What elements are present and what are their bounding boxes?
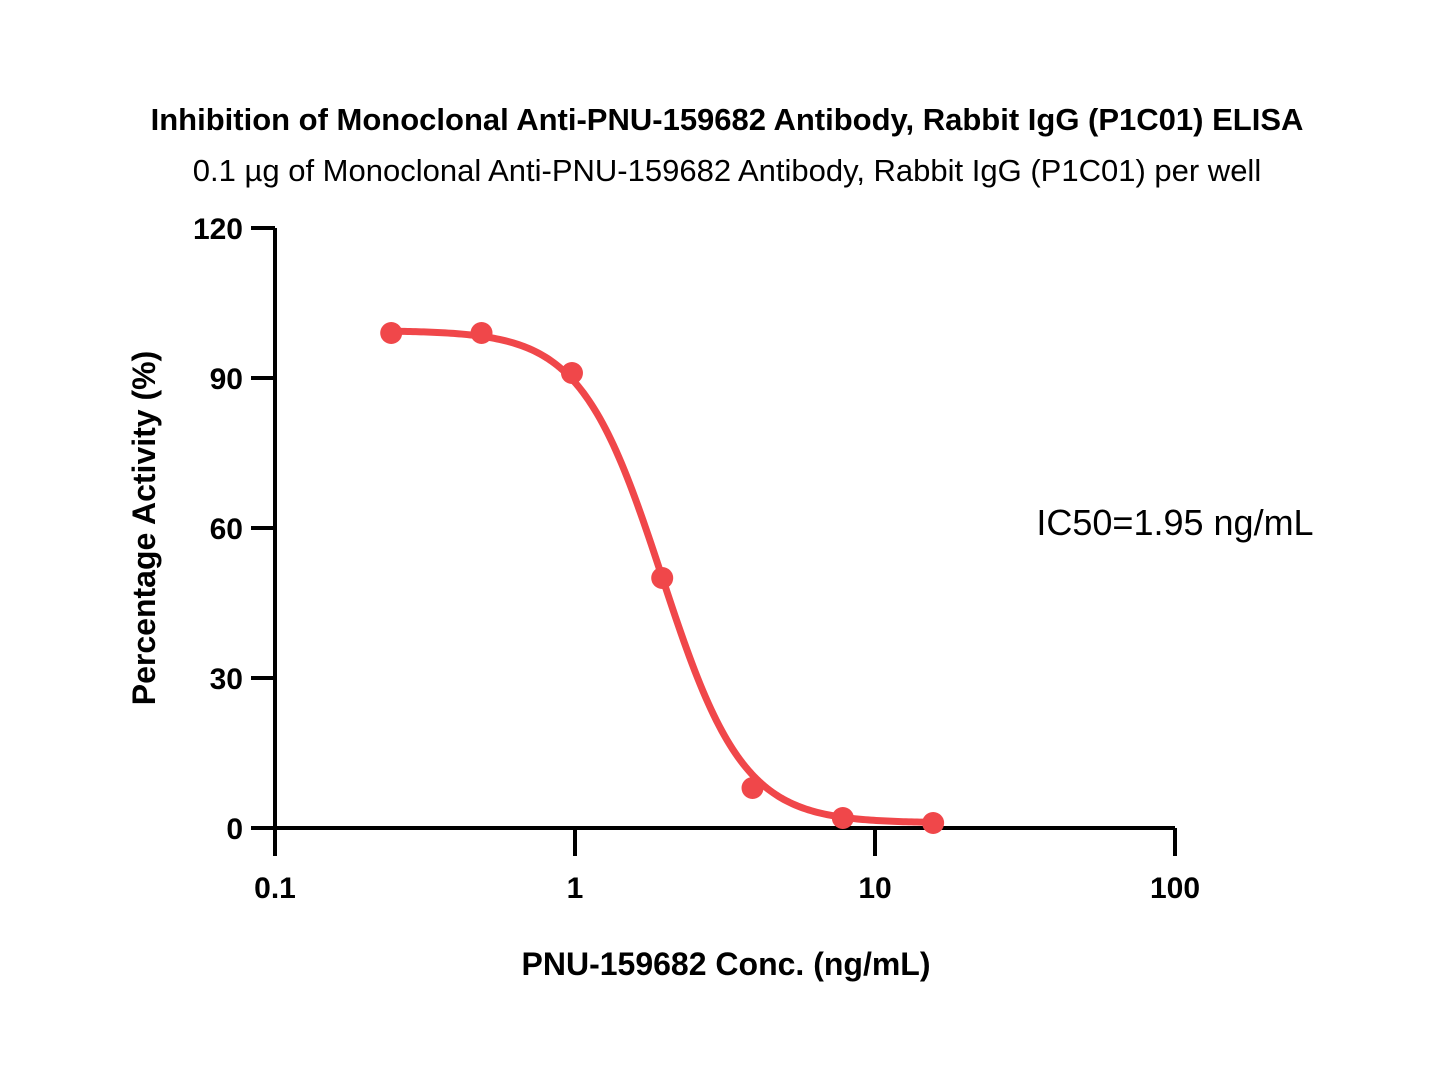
x-tick-label: 100	[1150, 872, 1200, 905]
data-points-layer	[380, 322, 945, 834]
data-point	[470, 322, 493, 344]
chart-title: Inhibition of Monoclonal Anti-PNU-159682…	[151, 102, 1304, 137]
ic50-annotation: IC50=1.95 ng/mL	[1036, 502, 1313, 543]
data-point	[560, 362, 583, 384]
y-tick-label: 90	[210, 363, 243, 396]
x-tick-label: 1	[567, 872, 584, 905]
x-tick-label: 0.1	[254, 872, 296, 905]
y-tick-label: 120	[193, 213, 243, 246]
y-tick-label: 0	[226, 813, 243, 846]
y-tick-label: 60	[210, 513, 243, 546]
data-point	[741, 777, 764, 799]
axes: 0 30 60 90 120 0.1 1 10 100	[193, 213, 1200, 905]
data-point	[380, 322, 403, 344]
y-axis-label: Percentage Activity (%)	[126, 351, 162, 705]
y-tick-label: 30	[210, 663, 243, 696]
x-axis-label: PNU-159682 Conc. (ng/mL)	[522, 946, 931, 982]
data-point	[922, 812, 945, 834]
data-point	[651, 567, 674, 589]
chart-subtitle: 0.1 µg of Monoclonal Anti-PNU-159682 Ant…	[193, 153, 1261, 188]
x-tick-label: 10	[858, 872, 891, 905]
data-point	[831, 807, 854, 829]
